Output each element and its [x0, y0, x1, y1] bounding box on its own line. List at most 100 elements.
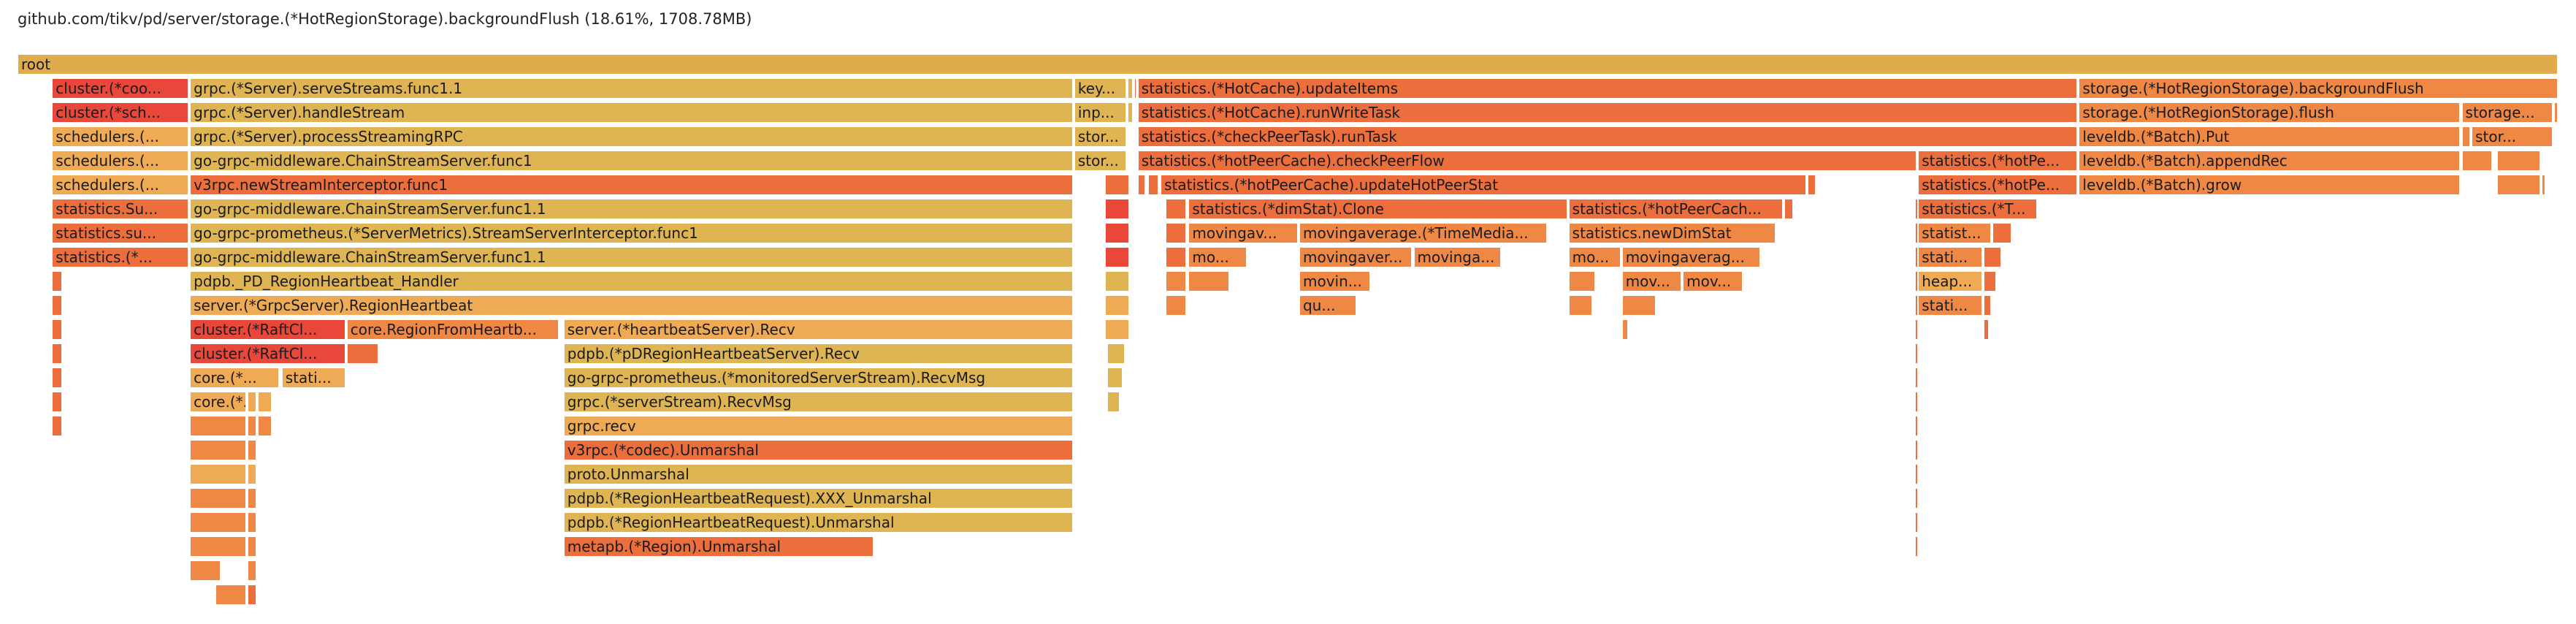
flame-frame-unlabeled[interactable]: [1188, 271, 1229, 292]
flame-frame-unlabeled[interactable]: [1915, 416, 1918, 436]
flame-frame[interactable]: pdpb.(*pDRegionHeartbeatServer).Recv: [563, 343, 1073, 364]
flame-frame[interactable]: leveldb.(*Batch).appendRec: [2079, 151, 2461, 171]
flame-frame-unlabeled[interactable]: [1107, 368, 1123, 388]
flame-frame[interactable]: go-grpc-middleware.ChainStreamServer.fun…: [190, 247, 1073, 267]
flame-frame-unlabeled[interactable]: [346, 368, 348, 388]
flame-frame-unlabeled[interactable]: [190, 512, 246, 533]
flame-frame-unlabeled[interactable]: [1915, 271, 1918, 292]
flame-frame[interactable]: leveldb.(*Batch).Put: [2079, 126, 2461, 147]
flame-frame[interactable]: leveldb.(*Batch).grow: [2079, 175, 2461, 195]
flame-frame[interactable]: go-grpc-prometheus.(*monitoredServerStre…: [563, 368, 1073, 388]
flame-frame-unlabeled[interactable]: [1166, 295, 1186, 316]
flame-frame-unlabeled[interactable]: [248, 464, 256, 484]
flame-frame[interactable]: grpc.(*Server).serveStreams.func1.1: [190, 78, 1073, 99]
flame-frame[interactable]: statistics.(*checkPeerTask).runTask: [1137, 126, 2078, 147]
flame-frame[interactable]: statistics.(*hotPeerCach...: [1568, 199, 1784, 219]
flame-frame-unlabeled[interactable]: [1166, 247, 1186, 267]
flame-frame-unlabeled[interactable]: [2461, 151, 2492, 171]
flame-frame[interactable]: pdpb.(*RegionHeartbeatRequest).XXX_Unmar…: [563, 488, 1073, 509]
flame-frame[interactable]: v3rpc.(*codec).Unmarshal: [563, 440, 1073, 460]
flame-frame-unlabeled[interactable]: [1915, 536, 1918, 557]
flame-frame-unlabeled[interactable]: [2496, 151, 2540, 171]
flame-frame[interactable]: mo...: [1188, 247, 1247, 267]
flame-frame-unlabeled[interactable]: [52, 416, 62, 436]
flame-frame-unlabeled[interactable]: [1915, 223, 1918, 243]
flame-frame-unlabeled[interactable]: [1147, 175, 1158, 195]
flame-frame[interactable]: cluster.(*sch...: [52, 102, 189, 123]
flame-frame-unlabeled[interactable]: [1137, 175, 1146, 195]
flame-frame-unlabeled[interactable]: [1984, 319, 1989, 340]
flame-frame-unlabeled[interactable]: [1104, 199, 1129, 219]
flame-frame[interactable]: stor...: [2472, 126, 2553, 147]
flame-frame-unlabeled[interactable]: [190, 560, 221, 581]
flame-frame[interactable]: stati...: [1918, 247, 1983, 267]
flame-frame-unlabeled[interactable]: [1915, 464, 1918, 484]
flame-frame-unlabeled[interactable]: [248, 416, 256, 436]
flame-frame-unlabeled[interactable]: [1107, 343, 1125, 364]
flame-frame-unlabeled[interactable]: [2496, 175, 2540, 195]
flame-frame[interactable]: pdpb.(*RegionHeartbeatRequest).Unmarshal: [563, 512, 1073, 533]
flame-frame-unlabeled[interactable]: [2541, 175, 2545, 195]
flame-frame-unlabeled[interactable]: [52, 392, 62, 412]
flame-frame[interactable]: grpc.(*Server).processStreamingRPC: [190, 126, 1073, 147]
flame-frame[interactable]: server.(*GrpcServer).RegionHeartbeat: [190, 295, 1073, 316]
flame-frame[interactable]: mo...: [1568, 247, 1621, 267]
flame-frame[interactable]: mov...: [1683, 271, 1743, 292]
flame-frame-unlabeled[interactable]: [1134, 78, 1137, 99]
flame-frame[interactable]: schedulers.(...: [52, 151, 189, 171]
flame-frame[interactable]: movingaverag...: [1621, 247, 1760, 267]
flame-frame-unlabeled[interactable]: [52, 295, 62, 316]
flame-frame[interactable]: grpc.(*Server).handleStream: [190, 102, 1073, 123]
flame-frame[interactable]: statistics.(*hotPe...: [1918, 175, 2078, 195]
flame-frame[interactable]: movingaverage.(*TimeMedia...: [1299, 223, 1547, 243]
flame-frame[interactable]: statistics.newDimStat: [1568, 223, 1776, 243]
flame-frame-unlabeled[interactable]: [215, 585, 247, 605]
flame-frame-unlabeled[interactable]: [258, 416, 272, 436]
flame-frame-unlabeled[interactable]: [1784, 199, 1794, 219]
flame-frame-unlabeled[interactable]: [1915, 488, 1918, 509]
flame-frame[interactable]: statistics.(*HotCache).updateItems: [1137, 78, 2078, 99]
flame-frame[interactable]: pdpb._PD_RegionHeartbeat_Handler: [190, 271, 1073, 292]
flame-frame-unlabeled[interactable]: [1992, 223, 2012, 243]
flame-frame-unlabeled[interactable]: [1104, 175, 1129, 195]
flame-frame-unlabeled[interactable]: [248, 392, 256, 412]
flame-frame[interactable]: stati...: [281, 368, 345, 388]
flame-frame-unlabeled[interactable]: [52, 343, 62, 364]
flame-frame[interactable]: statistics.(*hotPeerCache).checkPeerFlow: [1137, 151, 1917, 171]
flame-frame[interactable]: statistics.su...: [52, 223, 189, 243]
flame-frame[interactable]: heap...: [1918, 271, 1983, 292]
flame-frame-unlabeled[interactable]: [1915, 440, 1918, 460]
flame-frame-unlabeled[interactable]: [1166, 223, 1186, 243]
flame-frame-unlabeled[interactable]: [1104, 295, 1129, 316]
flame-frame-unlabeled[interactable]: [1568, 295, 1593, 316]
flame-frame[interactable]: movingav...: [1188, 223, 1298, 243]
flame-frame[interactable]: proto.Unmarshal: [563, 464, 1073, 484]
flame-frame-unlabeled[interactable]: [190, 464, 246, 484]
flame-frame-unlabeled[interactable]: [1104, 247, 1129, 267]
flame-frame[interactable]: inp...: [1074, 102, 1127, 123]
flame-frame-unlabeled[interactable]: [248, 585, 256, 605]
flame-frame[interactable]: go-grpc-prometheus.(*ServerMetrics).Stre…: [190, 223, 1073, 243]
flame-frame-unlabeled[interactable]: [190, 416, 246, 436]
flame-frame[interactable]: cluster.(*RaftCl...: [190, 343, 345, 364]
flame-frame[interactable]: statistics.(*T...: [1918, 199, 2037, 219]
flame-frame-unlabeled[interactable]: [1621, 295, 1656, 316]
flame-frame-unlabeled[interactable]: [1915, 368, 1918, 388]
flame-frame-unlabeled[interactable]: [1915, 319, 1918, 340]
flame-frame[interactable]: movin...: [1299, 271, 1371, 292]
flame-frame[interactable]: statistics.(*HotCache).runWriteTask: [1137, 102, 2078, 123]
flame-frame[interactable]: statistics.(*hotPe...: [1918, 151, 2078, 171]
flame-frame-unlabeled[interactable]: [1984, 295, 1992, 316]
flame-frame[interactable]: statistics.(*...: [52, 247, 189, 267]
flame-frame[interactable]: stor...: [1074, 151, 1127, 171]
flame-frame-unlabeled[interactable]: [190, 488, 246, 509]
flame-frame-unlabeled[interactable]: [248, 512, 256, 533]
flame-frame[interactable]: go-grpc-middleware.ChainStreamServer.fun…: [190, 151, 1073, 171]
flame-frame-unlabeled[interactable]: [2461, 126, 2470, 147]
flame-frame-unlabeled[interactable]: [190, 536, 246, 557]
flame-frame-unlabeled[interactable]: [1104, 223, 1129, 243]
flame-frame[interactable]: schedulers.(...: [52, 175, 189, 195]
flame-frame[interactable]: qu...: [1299, 295, 1356, 316]
flame-frame[interactable]: root: [18, 54, 2558, 75]
flame-frame-unlabeled[interactable]: [1915, 392, 1918, 412]
